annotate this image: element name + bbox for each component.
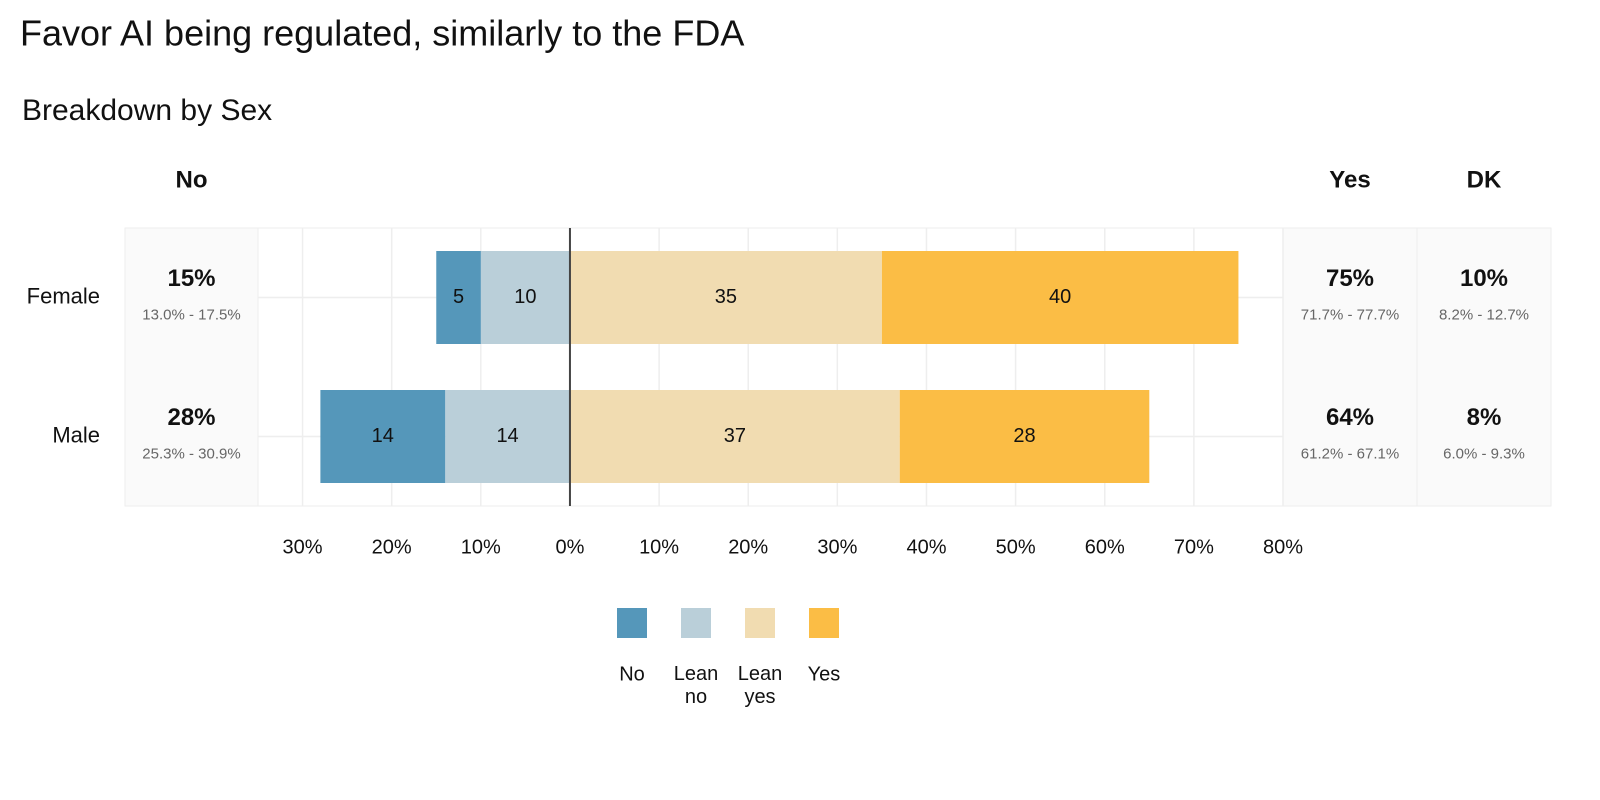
x-tick-label: 20% (728, 536, 768, 558)
side-panel-value: 75% (1326, 265, 1374, 292)
side-panel-header: DK (1467, 166, 1502, 193)
legend-swatch (617, 608, 647, 638)
side-panel (124, 227, 259, 507)
side-panel-value: 15% (167, 265, 215, 292)
data-label: 28 (1013, 425, 1035, 447)
bar-segment (899, 390, 1150, 483)
data-label: 5 (453, 286, 464, 308)
chart-subtitle: Breakdown by Sex (22, 94, 272, 127)
side-panel (1282, 227, 1418, 507)
x-tick-label: 10% (639, 536, 679, 558)
legend-swatch (745, 608, 775, 638)
bar-segment (569, 390, 900, 483)
side-panel-value: 64% (1326, 404, 1374, 431)
bar-segment (320, 390, 446, 483)
data-label: 40 (1049, 286, 1071, 308)
x-tick-label: 10% (461, 536, 501, 558)
bar-segment (569, 251, 882, 344)
side-panel-range: 25.3% - 30.9% (142, 445, 240, 462)
side-panel-header: No (176, 166, 208, 193)
x-tick-label: 80% (1263, 536, 1303, 558)
bar-segment (436, 251, 481, 344)
side-panel-value: 10% (1460, 265, 1508, 292)
data-label: 14 (372, 425, 394, 447)
x-tick-label: 20% (372, 536, 412, 558)
y-tick-label: Male (52, 422, 100, 447)
legend-label: Lean yes (738, 663, 783, 708)
legend-swatch (809, 608, 839, 638)
side-panel (1416, 227, 1552, 507)
x-tick-label: 30% (817, 536, 857, 558)
y-tick-label: Female (27, 283, 100, 308)
x-tick-label: 40% (906, 536, 946, 558)
data-label: 10 (514, 286, 536, 308)
side-panel-header: Yes (1329, 166, 1370, 193)
x-tick-label: 50% (996, 536, 1036, 558)
side-panel-range: 8.2% - 12.7% (1439, 306, 1529, 323)
x-tick-label: 60% (1085, 536, 1125, 558)
legend-label: Lean no (674, 663, 719, 708)
side-panel-range: 6.0% - 9.3% (1443, 445, 1525, 462)
legend-label: No (619, 663, 645, 685)
data-label: 37 (724, 425, 746, 447)
bar-segment (480, 251, 570, 344)
side-panel-range: 13.0% - 17.5% (142, 306, 240, 323)
x-tick-label: 0% (556, 536, 585, 558)
x-tick-label: 30% (283, 536, 323, 558)
side-panel-range: 61.2% - 67.1% (1301, 445, 1399, 462)
x-tick-label: 70% (1174, 536, 1214, 558)
bar-segment (445, 390, 570, 483)
chart-title: Favor AI being regulated, similarly to t… (20, 13, 744, 54)
side-panel-value: 8% (1467, 404, 1502, 431)
legend-label: Yes (808, 663, 841, 685)
bar-segment (881, 251, 1239, 344)
data-label: 14 (496, 425, 518, 447)
data-label: 35 (715, 286, 737, 308)
side-panel-value: 28% (167, 404, 215, 431)
side-panel-range: 71.7% - 77.7% (1301, 306, 1399, 323)
legend-swatch (681, 608, 711, 638)
